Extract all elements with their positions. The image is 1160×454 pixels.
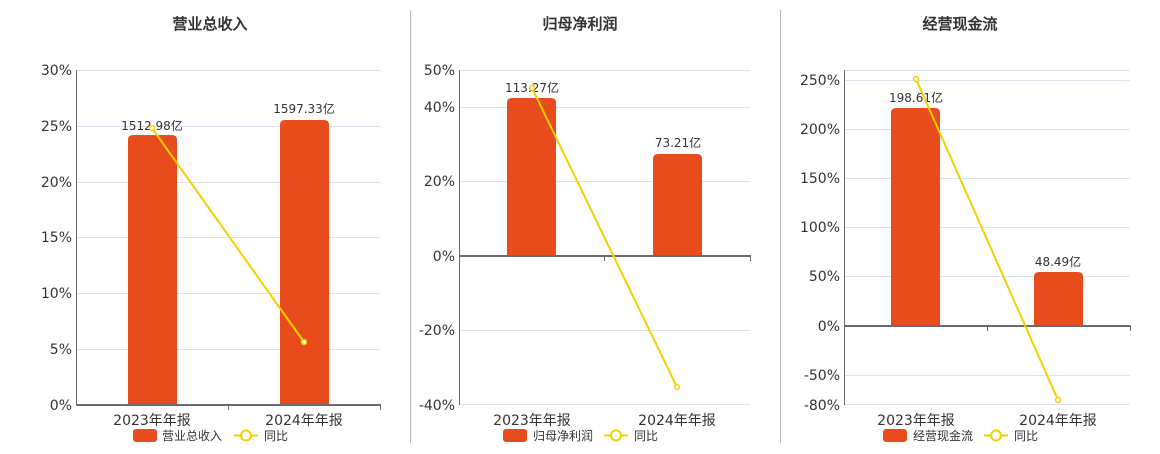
bar-value-label: 73.21亿 — [655, 135, 701, 150]
bar-value-label: 1597.33亿 — [273, 101, 335, 116]
divider — [780, 10, 781, 443]
yoy-point[interactable] — [912, 75, 920, 83]
svg-text:同比: 同比 — [634, 429, 658, 443]
yoy-point[interactable] — [673, 383, 681, 391]
chart-title: 归母净利润 — [542, 15, 617, 33]
bar-2023[interactable] — [891, 108, 940, 326]
svg-text:15%: 15% — [41, 230, 72, 246]
legend-bar-swatch — [133, 429, 157, 442]
svg-text:50%: 50% — [809, 269, 840, 285]
svg-text:150%: 150% — [800, 171, 840, 187]
svg-text:5%: 5% — [50, 342, 72, 358]
divider — [410, 10, 411, 443]
y-axis-ticks: 50% 40% 20% 0% -20% -40% — [419, 63, 455, 414]
x-category: 2023年年报 — [877, 413, 955, 429]
legend-line-icon — [610, 429, 622, 442]
svg-text:200%: 200% — [800, 122, 840, 138]
svg-text:10%: 10% — [41, 286, 72, 302]
svg-text:0%: 0% — [818, 319, 840, 335]
bar-value-label: 48.49亿 — [1035, 254, 1081, 269]
yoy-line — [915, 78, 1059, 401]
y-axis-ticks: 30% 25% 20% 15% 10% 5% 0% — [41, 63, 72, 414]
svg-text:0%: 0% — [50, 398, 72, 414]
svg-text:250%: 250% — [800, 73, 840, 89]
operating-cash-flow-chart: 经营现金流 250% 200% 150% 100% 50% 0% -50% -8… — [800, 15, 1131, 443]
legend-line-icon — [240, 429, 252, 442]
bar-2024[interactable] — [1034, 272, 1083, 326]
legend-bar-swatch — [883, 429, 907, 442]
svg-text:同比: 同比 — [1014, 429, 1038, 443]
svg-text:20%: 20% — [424, 174, 455, 190]
chart-title: 经营现金流 — [922, 15, 997, 33]
bar-2023[interactable] — [507, 98, 556, 256]
svg-text:100%: 100% — [800, 220, 840, 236]
svg-text:-50%: -50% — [804, 368, 840, 384]
svg-text:30%: 30% — [41, 63, 72, 79]
yoy-point[interactable] — [148, 124, 156, 132]
bar-2023[interactable] — [128, 135, 177, 405]
legend-bar-swatch — [503, 429, 527, 442]
svg-text:-40%: -40% — [419, 398, 455, 414]
svg-text:50%: 50% — [424, 63, 455, 79]
x-category: 2023年年报 — [113, 413, 191, 429]
svg-text:归母净利润: 归母净利润 — [533, 429, 593, 443]
yoy-point[interactable] — [300, 338, 308, 346]
x-category: 2024年年报 — [638, 413, 716, 429]
x-category: 2024年年报 — [265, 413, 343, 429]
bar-2024[interactable] — [280, 120, 329, 405]
yoy-line — [151, 127, 305, 343]
revenue-chart: 营业总收入 30% 25% 20% 15% 10% 5% 0% 1512. — [41, 15, 381, 443]
x-category: 2024年年报 — [1019, 413, 1097, 429]
legend-line-icon — [990, 429, 1002, 442]
bar-2024[interactable] — [653, 154, 702, 256]
svg-text:20%: 20% — [41, 175, 72, 191]
svg-text:-20%: -20% — [419, 323, 455, 339]
bar-value-label: 198.61亿 — [889, 90, 943, 105]
legend[interactable]: 归母净利润 同比 — [503, 429, 658, 443]
svg-text:-80%: -80% — [804, 398, 840, 414]
legend[interactable]: 经营现金流 同比 — [883, 428, 1038, 443]
svg-text:0%: 0% — [433, 249, 455, 265]
svg-text:40%: 40% — [424, 100, 455, 116]
svg-text:营业总收入: 营业总收入 — [162, 429, 222, 443]
legend[interactable]: 营业总收入 同比 — [133, 429, 288, 443]
svg-text:经营现金流: 经营现金流 — [913, 428, 973, 443]
chart-panel-revenue: 营业总收入 30% 25% 20% 15% 10% 5% 0% 1512. — [0, 0, 400, 450]
chart-panel-net-profit: 归母净利润 50% 40% 20% 0% -20% -40% 113.27亿 7… — [400, 0, 780, 450]
x-category: 2023年年报 — [493, 413, 571, 429]
yoy-point[interactable] — [528, 84, 536, 92]
net-profit-chart: 归母净利润 50% 40% 20% 0% -20% -40% 113.27亿 7… — [419, 15, 751, 443]
y-axis-ticks: 250% 200% 150% 100% 50% 0% -50% -80% — [800, 73, 840, 414]
chart-panel-operating-cash-flow: 经营现金流 250% 200% 150% 100% 50% 0% -50% -8… — [770, 0, 1160, 450]
svg-text:同比: 同比 — [264, 429, 288, 443]
yoy-point[interactable] — [1054, 396, 1062, 404]
svg-text:25%: 25% — [41, 119, 72, 135]
chart-title: 营业总收入 — [172, 15, 247, 33]
yoy-line — [531, 87, 678, 388]
